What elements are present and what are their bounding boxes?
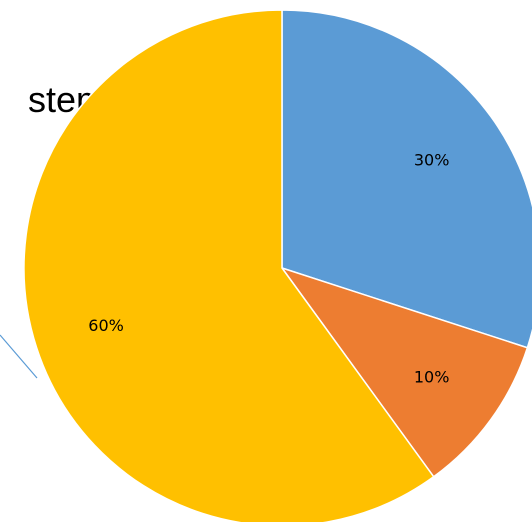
slice-label-60: 60% bbox=[88, 316, 124, 335]
pie-slice-60 bbox=[23, 9, 435, 522]
slice-label-30: 30% bbox=[414, 150, 450, 169]
pie-slices bbox=[23, 9, 532, 522]
pie-slice-10 bbox=[280, 266, 529, 478]
decorative-accent-line bbox=[0, 334, 38, 379]
pie-labels: 30% 10% 60% bbox=[88, 150, 449, 386]
slice-label-10: 10% bbox=[414, 368, 450, 387]
pie-slice-30 bbox=[281, 9, 532, 349]
